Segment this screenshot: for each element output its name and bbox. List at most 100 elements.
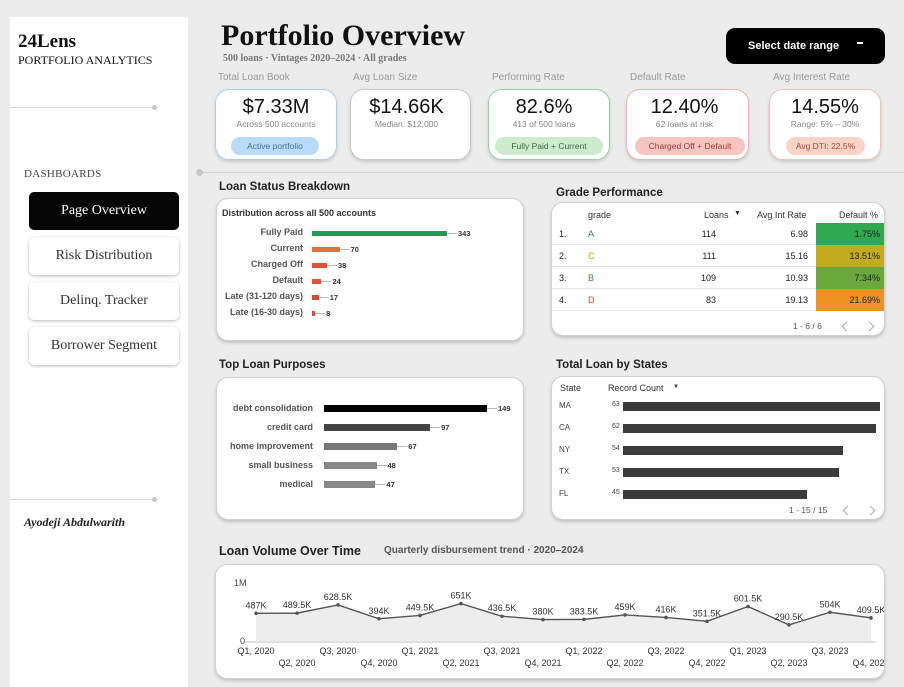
states-pager-text: 1 - 15 / 15: [789, 505, 828, 515]
grade-performance-title: Grade Performance: [556, 187, 663, 199]
x-tick-label: Q2, 2023: [770, 658, 807, 668]
table-row: 3. B 109 10.93 7.34%: [552, 267, 884, 289]
purpose-bar-label: medical: [279, 479, 313, 489]
grade-cell: C: [588, 251, 595, 261]
data-label: 601.5K: [734, 594, 763, 604]
data-label: 394K: [368, 606, 389, 616]
prev-page-icon[interactable]: [842, 505, 853, 516]
status-bar: [312, 311, 316, 316]
purpose-bar-label: debt consolidation: [233, 403, 313, 413]
kpi-label-avg-loan-size: Avg Loan Size: [353, 72, 418, 83]
loan-by-states-title: Total Loan by States: [556, 359, 668, 371]
loan-volume-subtitle: Quarterly disbursement trend · 2020–2024: [384, 545, 584, 556]
prev-page-icon[interactable]: [841, 321, 852, 332]
x-tick-label: Q4, 2020: [360, 658, 397, 668]
status-bar-label: Late (31-120 days): [224, 291, 303, 301]
loan-by-states-card: State Record Count ▼ 1 - 15 / 15 MA 63 CA 6…: [551, 376, 885, 520]
purpose-bar: [324, 462, 377, 469]
state-label: FL: [559, 489, 569, 498]
loans-cell: 114: [701, 229, 716, 239]
purpose-bar-leader: [430, 427, 441, 428]
status-bar-leader: [315, 313, 326, 314]
sort-desc-icon[interactable]: ▼: [673, 384, 679, 390]
top-purposes-title: Top Loan Purposes: [219, 359, 326, 371]
kpi-subtext: 62 loans at risk: [655, 119, 714, 129]
kpi-card-avg-loan-size: $14.66K Median: $12,000: [350, 89, 471, 160]
data-label: 351.5K: [693, 608, 722, 618]
state-bar: [623, 446, 844, 455]
status-bar: [312, 263, 327, 268]
kpi-badge: Avg DTI: 22.5%: [786, 137, 865, 155]
data-label: 290.5K: [775, 612, 804, 622]
table-row: 2. C 111 15.16 13.51%: [552, 245, 884, 267]
status-bar-value: 38: [337, 261, 347, 270]
purpose-bar: [324, 443, 398, 450]
status-bar: [312, 295, 319, 300]
x-tick-label: Q2, 2021: [442, 658, 479, 668]
sort-desc-icon[interactable]: ▼: [734, 210, 741, 217]
loan-volume-card: 1M 0 487K Q1, 2020 489.5K Q2, 2020 628.5K Q3, 2…: [215, 564, 885, 679]
data-label: 651K: [450, 591, 471, 601]
loan-status-card-title: Distribution across all 500 accounts: [222, 208, 377, 218]
x-tick-label: Q1, 2023: [729, 646, 766, 656]
next-page-icon[interactable]: [864, 321, 875, 332]
kpi-subtext: Across 500 accounts: [236, 119, 316, 129]
state-label: TX: [559, 467, 570, 476]
dashboards-label: DASHBOARDS: [24, 168, 102, 180]
nav-page-overview[interactable]: Page Overview: [29, 192, 179, 230]
rate-cell: 10.93: [785, 273, 808, 283]
status-bar-value: 70: [350, 245, 359, 254]
state-count: 54: [612, 445, 620, 452]
row-index: 3.: [559, 273, 567, 283]
kpi-label-total-loan-book: Total Loan Book: [218, 72, 290, 83]
data-label: 416K: [655, 604, 676, 614]
purpose-bar-leader: [487, 408, 497, 409]
kpi-subtext: 413 of 500 loans: [512, 119, 576, 129]
date-range-button[interactable]: Select date range: [726, 28, 885, 64]
status-bar-leader: [326, 265, 337, 266]
col-header-avg-int-rate[interactable]: Avg Int Rate: [757, 210, 807, 220]
page-subtitle: 500 loans · Vintages 2020–2024 · All gra…: [223, 53, 407, 64]
data-point: [664, 615, 668, 620]
status-bar: [312, 231, 447, 236]
kpi-label-avg-interest-rate: Avg Interest Rate: [773, 72, 851, 83]
state-label: MA: [559, 401, 571, 410]
col-header-loans[interactable]: Loans: [704, 210, 729, 220]
default-pct-cell: 7.34%: [816, 267, 884, 289]
nav-borrower-segment[interactable]: Borrower Segment: [29, 327, 179, 365]
x-tick-label: Q4, 2022: [688, 658, 725, 668]
col-header-grade[interactable]: grade: [588, 210, 612, 220]
purpose-bar: [324, 481, 376, 488]
data-point: [746, 604, 750, 609]
state-bar: [623, 490, 807, 499]
status-bar-label: Charged Off: [250, 259, 303, 269]
kpi-card-default-rate: 12.40% 62 loans at risk Charged Off + De…: [626, 89, 749, 160]
brand-subtitle: PORTFOLIO ANALYTICS: [18, 53, 153, 67]
status-bar: [312, 279, 322, 284]
nav-delinq-tracker[interactable]: Delinq. Tracker: [29, 282, 179, 320]
x-tick-label: Q1, 2022: [565, 646, 602, 656]
purpose-bar-value: 47: [386, 480, 395, 489]
table-row: 4. D 83 19.13 21.69%: [552, 289, 884, 311]
col-header-state[interactable]: State: [560, 383, 582, 393]
status-bar-value: 8: [326, 309, 331, 318]
grade-cell: B: [588, 273, 595, 283]
purpose-bar-value: 67: [408, 442, 417, 451]
purpose-bar-label: credit card: [266, 422, 313, 432]
nav-risk-distribution[interactable]: Risk Distribution: [29, 237, 179, 275]
purpose-bar-value: 149: [498, 404, 511, 413]
grade-pager-text: 1 - 6 / 6: [793, 321, 822, 331]
default-pct-cell: 1.75%: [816, 223, 884, 245]
date-range-label: Select date range: [748, 40, 840, 52]
brand-logo-text: 24Lens: [18, 31, 77, 52]
kpi-card-avg-interest-rate: 14.55% Range: 5% – 30% Avg DTI: 22.5%: [769, 89, 881, 160]
kpi-label-default-rate: Default Rate: [630, 72, 686, 83]
data-point: [705, 619, 709, 624]
purpose-bar-value: 48: [387, 461, 396, 470]
next-page-icon[interactable]: [865, 505, 876, 516]
state-bar: [623, 424, 876, 433]
col-header-default-pct[interactable]: Default %: [839, 210, 879, 220]
x-tick-label: Q3, 2023: [811, 646, 848, 656]
col-header-record-count[interactable]: Record Count: [608, 383, 664, 393]
row-index: 1.: [559, 229, 567, 239]
